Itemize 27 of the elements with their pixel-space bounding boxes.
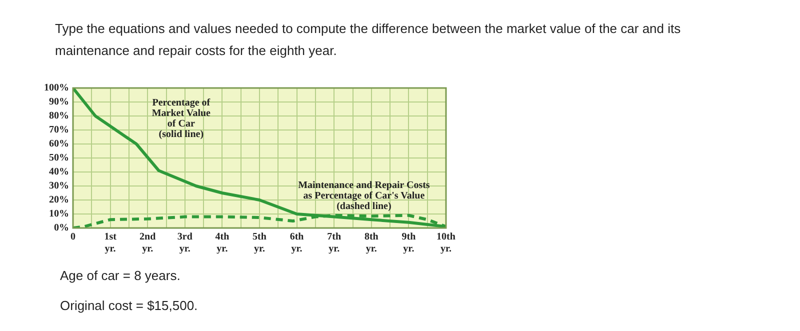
x-tick-label: 0 [70, 232, 76, 243]
x-tick-label: 2nd yr. [140, 232, 156, 255]
y-tick-label: 50% [49, 152, 69, 164]
x-tick-label: 3rd yr. [177, 232, 193, 255]
x-tick-label: 1st yr. [104, 232, 118, 255]
x-tick-label: 5th yr. [252, 232, 267, 255]
text: Age of car = 8 years. [60, 268, 180, 283]
x-tick-label: 8th yr. [364, 232, 379, 255]
y-tick-label: 60% [49, 138, 69, 150]
annotation: Maintenance and Repair Costs as Percentage of Car's Value (dashed line) [298, 180, 430, 212]
text: Original cost = $15,500. [60, 298, 198, 313]
y-tick-label: 70% [49, 124, 69, 136]
y-tick-label: 80% [49, 110, 69, 122]
y-tick-label: 40% [49, 166, 69, 178]
x-tick-label: 9th yr. [402, 232, 416, 255]
y-tick-label: 30% [49, 180, 69, 192]
x-tick-label: 10th yr. [436, 232, 456, 255]
x-tick-label: 6th yr. [290, 232, 304, 255]
x-tick-label: 7th yr. [327, 232, 342, 255]
y-tick-label: 90% [49, 96, 69, 108]
y-tick-label: 100% [44, 82, 69, 94]
annotation: Percentage of Market Value of Car (solid line) [152, 98, 212, 140]
y-tick-label: 0% [54, 222, 69, 234]
chart-title: Type the equations and values needed to compute the difference between the market value of the car and its maintenance and repair costs for the eighth year. [55, 20, 682, 60]
y-tick-label: 20% [49, 194, 69, 206]
y-tick-label: 10% [49, 208, 69, 220]
x-tick-label: 4th yr. [215, 232, 230, 255]
